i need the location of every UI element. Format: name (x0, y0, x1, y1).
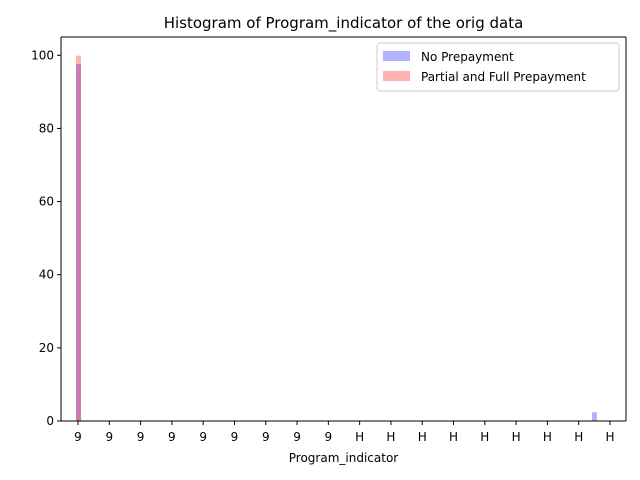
x-tick-label: H (480, 430, 489, 444)
y-tick-label: 40 (39, 268, 54, 282)
y-tick-label: 80 (39, 121, 54, 135)
x-tick-label: 9 (74, 430, 82, 444)
x-tick-label: H (543, 430, 552, 444)
x-tick-label: H (449, 430, 458, 444)
bar-no-prepayment-0 (76, 64, 81, 421)
bar-prepayment-0 (76, 55, 81, 421)
legend: No Prepayment Partial and Full Prepayment (376, 42, 620, 92)
y-tick-label: 0 (46, 414, 54, 428)
x-ticks-group: 9 9 9 9 9 9 9 9 9 H H H H H H H H H (74, 421, 615, 444)
x-axis-label: Program_indicator (289, 451, 399, 465)
y-tick-label: 100 (31, 48, 54, 62)
legend-box (376, 42, 620, 92)
x-tick-label: 9 (262, 430, 270, 444)
legend-swatch (383, 71, 410, 81)
x-tick-label: 9 (325, 430, 333, 444)
y-ticks-group: 0 20 40 60 80 100 (31, 48, 61, 428)
x-tick-label: H (605, 430, 614, 444)
x-tick-label: 9 (105, 430, 113, 444)
x-tick-label: 9 (293, 430, 301, 444)
x-tick-label: H (355, 430, 364, 444)
axes-group (60, 36, 627, 422)
x-tick-label: 9 (137, 430, 145, 444)
x-tick-label: 9 (199, 430, 207, 444)
y-tick-label: 20 (39, 341, 54, 355)
x-tick-label: 9 (168, 430, 176, 444)
y-tick-label: 60 (39, 195, 54, 209)
x-tick-label: 9 (231, 430, 239, 444)
bar-no-prepayment-1 (592, 412, 597, 421)
x-tick-label: H (574, 430, 583, 444)
legend-label: Partial and Full Prepayment (421, 70, 586, 84)
x-tick-label: H (512, 430, 521, 444)
x-tick-label: H (418, 430, 427, 444)
bars-group (76, 55, 597, 421)
legend-swatch (383, 51, 410, 61)
chart-title: Histogram of Program_indicator of the or… (164, 14, 524, 33)
legend-label: No Prepayment (421, 50, 514, 64)
x-tick-label: H (386, 430, 395, 444)
